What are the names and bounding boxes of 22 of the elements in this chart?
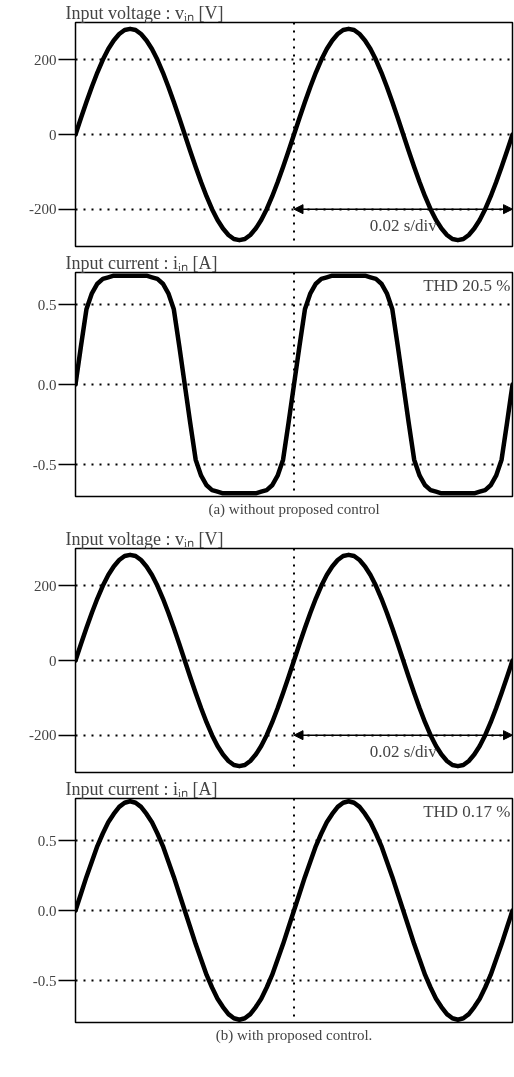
y-tick-label: -0.5 <box>32 972 57 989</box>
y-tick-label: -0.5 <box>32 456 57 473</box>
y-tick-label: 0.5 <box>37 296 57 313</box>
y-tick-label: -200 <box>29 201 57 218</box>
y-tick-label: 200 <box>34 577 57 594</box>
annotation: 0.02 s/div <box>369 742 438 762</box>
chart-title: Input voltage : vᵢₙ [V] <box>65 2 224 23</box>
y-tick-label: 0.5 <box>37 832 57 849</box>
annotation: THD 0.17 % <box>423 801 511 821</box>
y-tick-label: -200 <box>29 727 57 744</box>
annotation: 0.02 s/div <box>369 216 438 236</box>
y-tick-label: 0 <box>49 126 57 143</box>
chart-title: Input current : iᵢₙ [A] <box>65 778 218 799</box>
y-tick-label: 200 <box>34 51 57 68</box>
y-tick-label: 0.0 <box>37 902 57 919</box>
text: (a) without proposed control <box>208 500 380 518</box>
y-tick-label: 0.0 <box>37 376 57 393</box>
text: (b) with proposed control. <box>215 1026 373 1044</box>
annotation: THD 20.5 % <box>423 275 511 295</box>
chart-title: Input current : iᵢₙ [A] <box>65 252 218 273</box>
chart-title: Input voltage : vᵢₙ [V] <box>65 528 224 549</box>
y-tick-label: 0 <box>49 652 57 669</box>
